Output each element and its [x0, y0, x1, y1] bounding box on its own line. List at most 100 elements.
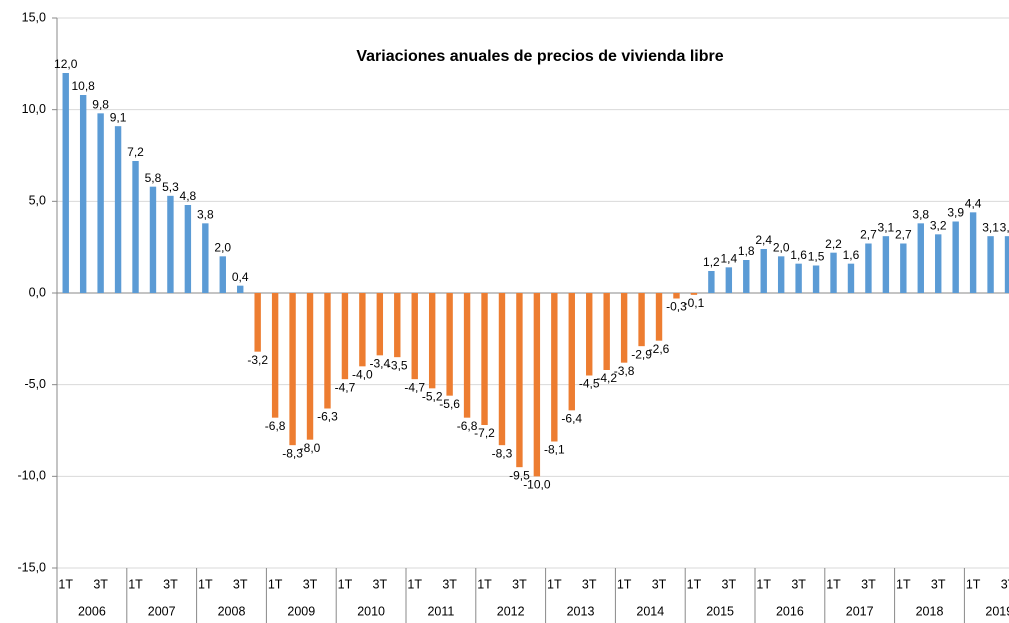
x-tick-label: 1T	[58, 577, 73, 591]
data-label: 1,6	[843, 248, 860, 262]
bar	[795, 263, 802, 293]
bar	[498, 293, 506, 446]
y-tick-label: -10,0	[18, 469, 47, 483]
x-tick-label: 1T	[407, 577, 422, 591]
bar	[917, 223, 924, 293]
x-tick-label: 1T	[896, 577, 911, 591]
bar	[551, 293, 558, 442]
data-label: 10,8	[71, 79, 95, 93]
data-label: -2,6	[649, 342, 670, 356]
x-tick-label: 1T	[966, 577, 981, 591]
data-label: 3,8	[197, 208, 214, 222]
x-tick-label: 3T	[233, 577, 248, 591]
data-label: 4,4	[965, 197, 982, 211]
x-tick-label: 1T	[338, 577, 353, 591]
data-label: -5,6	[439, 397, 460, 411]
bar	[533, 293, 541, 477]
x-tick-label: 1T	[756, 577, 771, 591]
x-tick-label: 3T	[512, 577, 527, 591]
x-tick-label: 1T	[826, 577, 841, 591]
data-label: 9,8	[92, 98, 109, 112]
bar	[219, 256, 226, 293]
bar	[202, 223, 209, 293]
bar	[376, 293, 384, 356]
x-tick-label: 3T	[303, 577, 318, 591]
data-label: -4,7	[404, 380, 425, 394]
data-label: -3,2	[247, 353, 268, 367]
bar	[463, 293, 471, 418]
bar	[987, 236, 994, 293]
data-label: 9,1	[110, 110, 127, 124]
y-tick-label: 5,0	[29, 194, 46, 208]
bar	[969, 212, 977, 293]
data-label: 0,4	[232, 270, 249, 284]
data-label: 2,0	[214, 241, 231, 255]
data-label: -2,9	[631, 347, 652, 361]
bar	[673, 293, 680, 299]
x-tick-label: 3T	[791, 577, 806, 591]
bar	[97, 113, 104, 293]
data-label: -5,2	[422, 390, 443, 404]
year-label: 2006	[78, 604, 106, 618]
x-tick-label: 1T	[547, 577, 562, 591]
year-label: 2007	[148, 604, 176, 618]
bar	[568, 293, 575, 411]
bar	[324, 293, 331, 409]
x-tick-label: 3T	[861, 577, 876, 591]
bar	[149, 186, 157, 293]
x-tick-label: 3T	[722, 577, 737, 591]
data-label: -6,3	[317, 410, 338, 424]
bar	[708, 271, 715, 293]
data-label: 2,0	[773, 241, 790, 255]
year-label: 2015	[706, 604, 734, 618]
data-label: 3,1	[1000, 220, 1009, 234]
x-tick-label: 3T	[373, 577, 388, 591]
data-label: 1,4	[720, 252, 737, 266]
x-tick-label: 1T	[617, 577, 632, 591]
x-tick-label: 3T	[1001, 577, 1009, 591]
data-label: -4,7	[335, 380, 356, 394]
data-label: 7,2	[127, 145, 144, 159]
x-tick-label: 1T	[128, 577, 143, 591]
x-tick-label: 1T	[477, 577, 492, 591]
data-label: 2,2	[825, 237, 842, 251]
year-label: 2011	[427, 604, 454, 618]
bar	[638, 293, 645, 347]
data-label: 12,0	[54, 57, 78, 71]
bar	[114, 126, 122, 294]
bar	[865, 243, 872, 293]
year-label: 2017	[846, 604, 874, 618]
data-label: -6,4	[561, 412, 582, 426]
data-label: 1,6	[790, 248, 807, 262]
bar	[690, 293, 698, 295]
data-label: 5,8	[145, 171, 162, 185]
data-label: 4,8	[180, 189, 197, 203]
data-label: -7,2	[474, 426, 495, 440]
bar	[812, 265, 820, 293]
data-label: -8,3	[282, 446, 303, 460]
x-tick-label: 3T	[582, 577, 597, 591]
data-label: 3,8	[912, 208, 929, 222]
data-label: -0,3	[666, 300, 687, 314]
y-tick-label: 0,0	[29, 285, 46, 299]
data-label: 3,2	[930, 219, 947, 233]
data-label: -3,5	[387, 358, 408, 372]
bar	[516, 293, 523, 468]
year-label: 2009	[287, 604, 315, 618]
data-label: -8,1	[544, 443, 565, 457]
bar	[760, 249, 767, 293]
data-label: 3,1	[878, 220, 895, 234]
year-label: 2008	[218, 604, 246, 618]
x-tick-label: 3T	[93, 577, 108, 591]
bar	[254, 293, 261, 352]
x-tick-label: 1T	[198, 577, 213, 591]
bar	[428, 293, 436, 389]
year-label: 2012	[497, 604, 525, 618]
y-tick-label: -15,0	[18, 560, 47, 574]
data-label: -8,3	[492, 446, 513, 460]
data-label: 5,3	[162, 180, 179, 194]
x-tick-label: 3T	[163, 577, 178, 591]
bar	[62, 73, 69, 293]
